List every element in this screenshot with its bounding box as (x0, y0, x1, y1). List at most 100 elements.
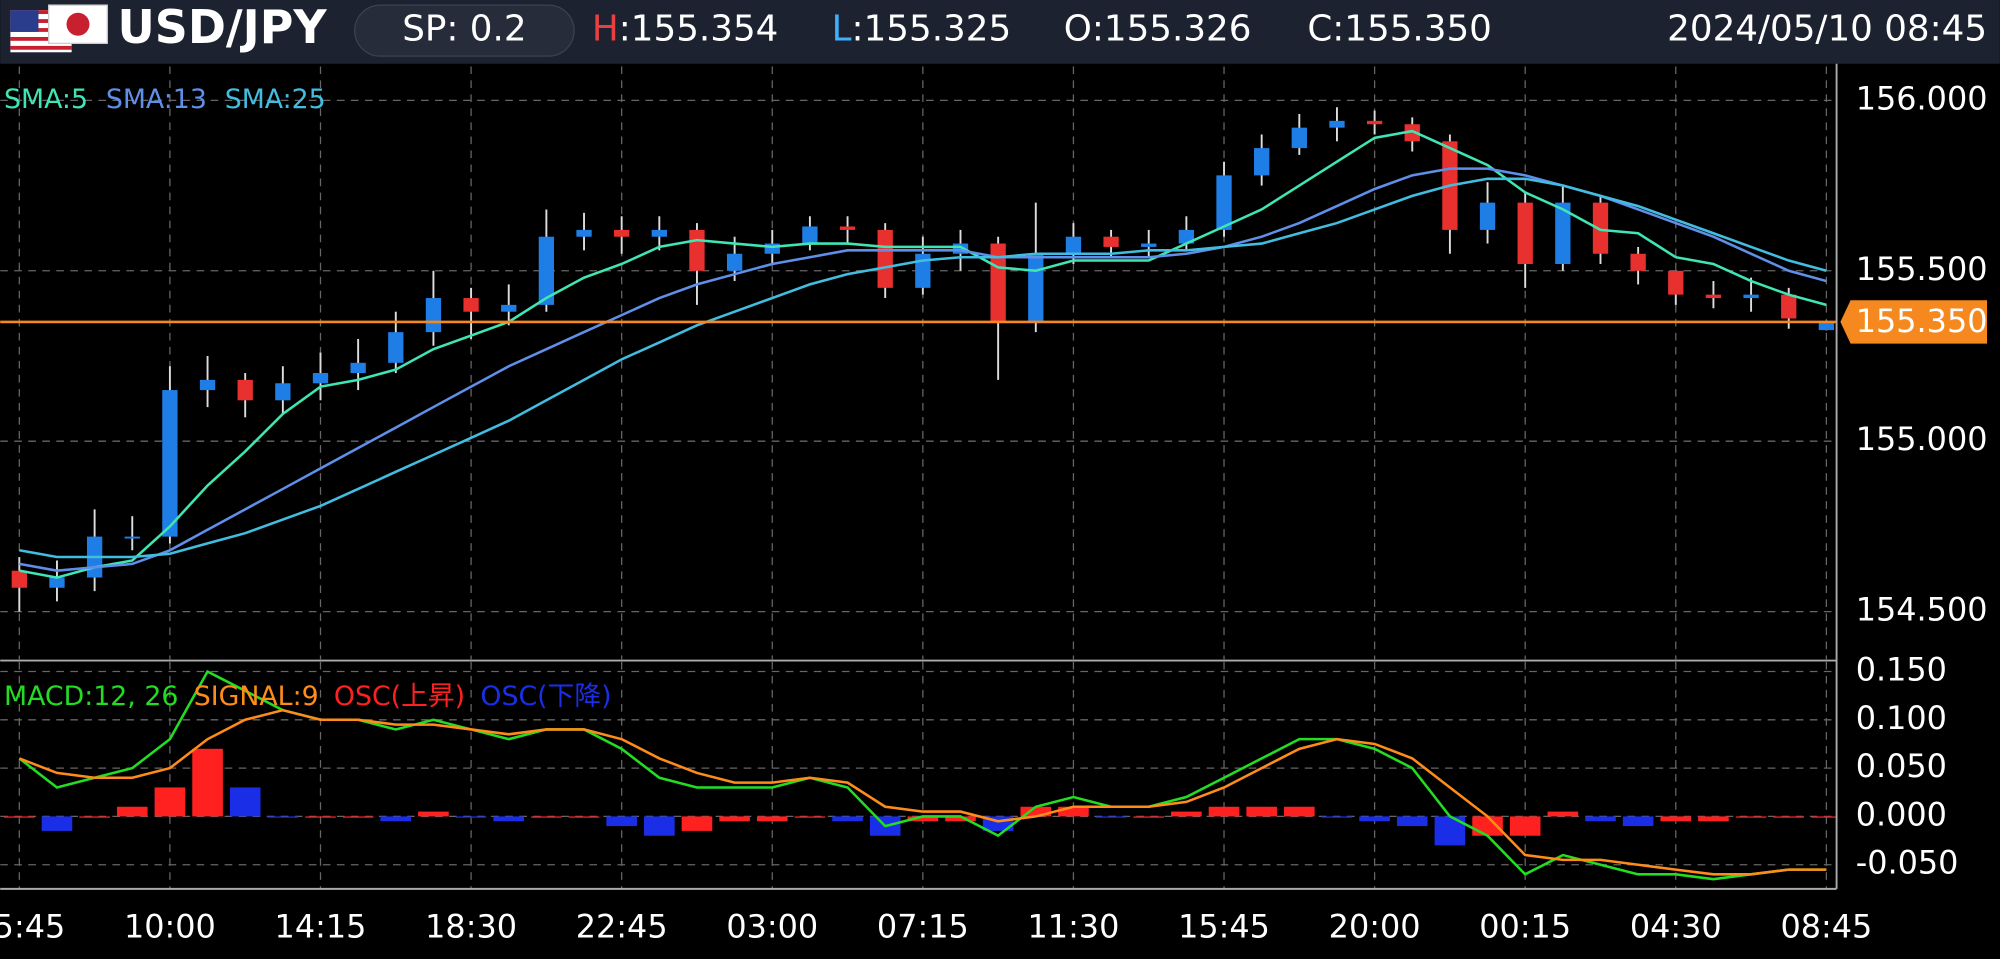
candle-body (1366, 120, 1383, 125)
candle-body (425, 298, 442, 333)
y-tick-label: 0.000 (1856, 795, 1947, 833)
osc-bar (342, 816, 374, 818)
osc-bar (267, 816, 299, 818)
spread-pill (354, 4, 575, 57)
pair: USD/JPY (118, 0, 328, 54)
candle-body (1818, 321, 1835, 331)
osc-bar (1020, 806, 1052, 817)
candle-body (350, 362, 366, 374)
candle-body (463, 298, 479, 312)
x-tick-label: 04:30 (1630, 907, 1722, 945)
high-key: H (592, 9, 619, 50)
osc-bar (1735, 816, 1767, 818)
sma-line (19, 177, 1827, 559)
osc-bar (1773, 816, 1805, 818)
osc-bar (681, 816, 713, 831)
sma-line (19, 167, 1827, 572)
candle-body (1743, 294, 1759, 299)
legend-entry: OSC(下降) (480, 681, 611, 712)
candle-body (1028, 253, 1044, 322)
candle-body (1592, 202, 1609, 254)
osc-bar (756, 816, 788, 822)
candle-body (1517, 202, 1533, 264)
candle-body (538, 236, 555, 305)
candle-body (839, 226, 856, 230)
candle-body (124, 536, 140, 539)
x-tick-label: 15:45 (1178, 907, 1270, 945)
x-tick-label: 07:15 (877, 907, 969, 945)
candle-body (1254, 148, 1270, 176)
osc-bar (1133, 816, 1165, 818)
legend-entry: SMA:25 (225, 84, 326, 115)
osc-bar (719, 816, 750, 822)
price-pane (0, 66, 1837, 660)
osc-bar (116, 806, 148, 817)
high-value: :155.354 (619, 9, 779, 50)
candle-body (614, 229, 630, 237)
candle-body (1216, 175, 1232, 230)
osc-bar (1660, 816, 1692, 822)
osc-bar (1811, 816, 1837, 818)
candle-body (11, 570, 27, 588)
last-price-label: 155.350 (1856, 302, 1988, 340)
x-tick-label: 14:15 (275, 907, 367, 945)
osc-bar (945, 816, 976, 822)
legend-entry: SMA:13 (106, 84, 207, 115)
candle-body (501, 304, 517, 312)
osc-bar (4, 816, 35, 818)
osc-bar (1585, 816, 1616, 822)
last-price-tag (1840, 300, 1988, 344)
osc-bar (493, 816, 525, 822)
open-key: O (1064, 9, 1092, 50)
osc-bar (907, 816, 939, 822)
candle-body (764, 243, 780, 254)
candle-body (1555, 202, 1571, 264)
candle-body (802, 226, 818, 244)
osc-bar (1171, 811, 1202, 817)
candle-body (1479, 202, 1496, 230)
osc-bar (832, 816, 863, 822)
x-tick-label: 05:45 (0, 907, 65, 945)
legend-entry: OSC(上昇) (334, 681, 465, 712)
sma-line (19, 129, 1827, 579)
candle-body (1141, 243, 1157, 247)
candle-body (1329, 120, 1345, 128)
y-tick-label: 154.500 (1856, 591, 1988, 629)
x-tick-label: 03:00 (726, 907, 818, 945)
datetime: 2024/05/10 08:45 (1667, 9, 1987, 50)
osc-bar (1208, 806, 1240, 817)
y-tick-label: 0.150 (1856, 651, 1947, 689)
candle-body (952, 243, 969, 254)
x-tick-label: 22:45 (576, 907, 668, 945)
x-tick-label: 18:30 (425, 907, 517, 945)
osc-bar (568, 816, 600, 818)
osc-bar (418, 811, 449, 817)
close-key: C (1307, 9, 1332, 50)
candle-body (275, 383, 291, 401)
candle-body (1065, 236, 1082, 254)
low-key: L (832, 9, 852, 50)
candle-body (576, 229, 592, 237)
candle-body (689, 229, 705, 271)
osc-bar (1396, 816, 1428, 827)
osc-bar (455, 816, 487, 818)
osc-bar (41, 816, 73, 831)
x-tick-label: 10:00 (124, 907, 216, 945)
y-tick-label: 155.000 (1856, 420, 1988, 458)
open-value: :155.326 (1092, 9, 1252, 50)
osc-bar (1359, 816, 1390, 822)
y-tick-label: 156.000 (1856, 79, 1988, 117)
candle-body (312, 373, 329, 384)
candle-body (49, 577, 65, 588)
candle-body (1178, 229, 1195, 244)
osc-bar (1246, 806, 1277, 817)
close-value: :155.350 (1332, 9, 1492, 50)
osc-bar (644, 816, 675, 836)
legend-entry: SIGNAL:9 (194, 681, 319, 712)
candle-body (1705, 294, 1722, 299)
osc-bar (1698, 816, 1729, 822)
candle-body (388, 332, 404, 363)
osc-bar (305, 816, 336, 818)
osc-bar (192, 748, 223, 817)
